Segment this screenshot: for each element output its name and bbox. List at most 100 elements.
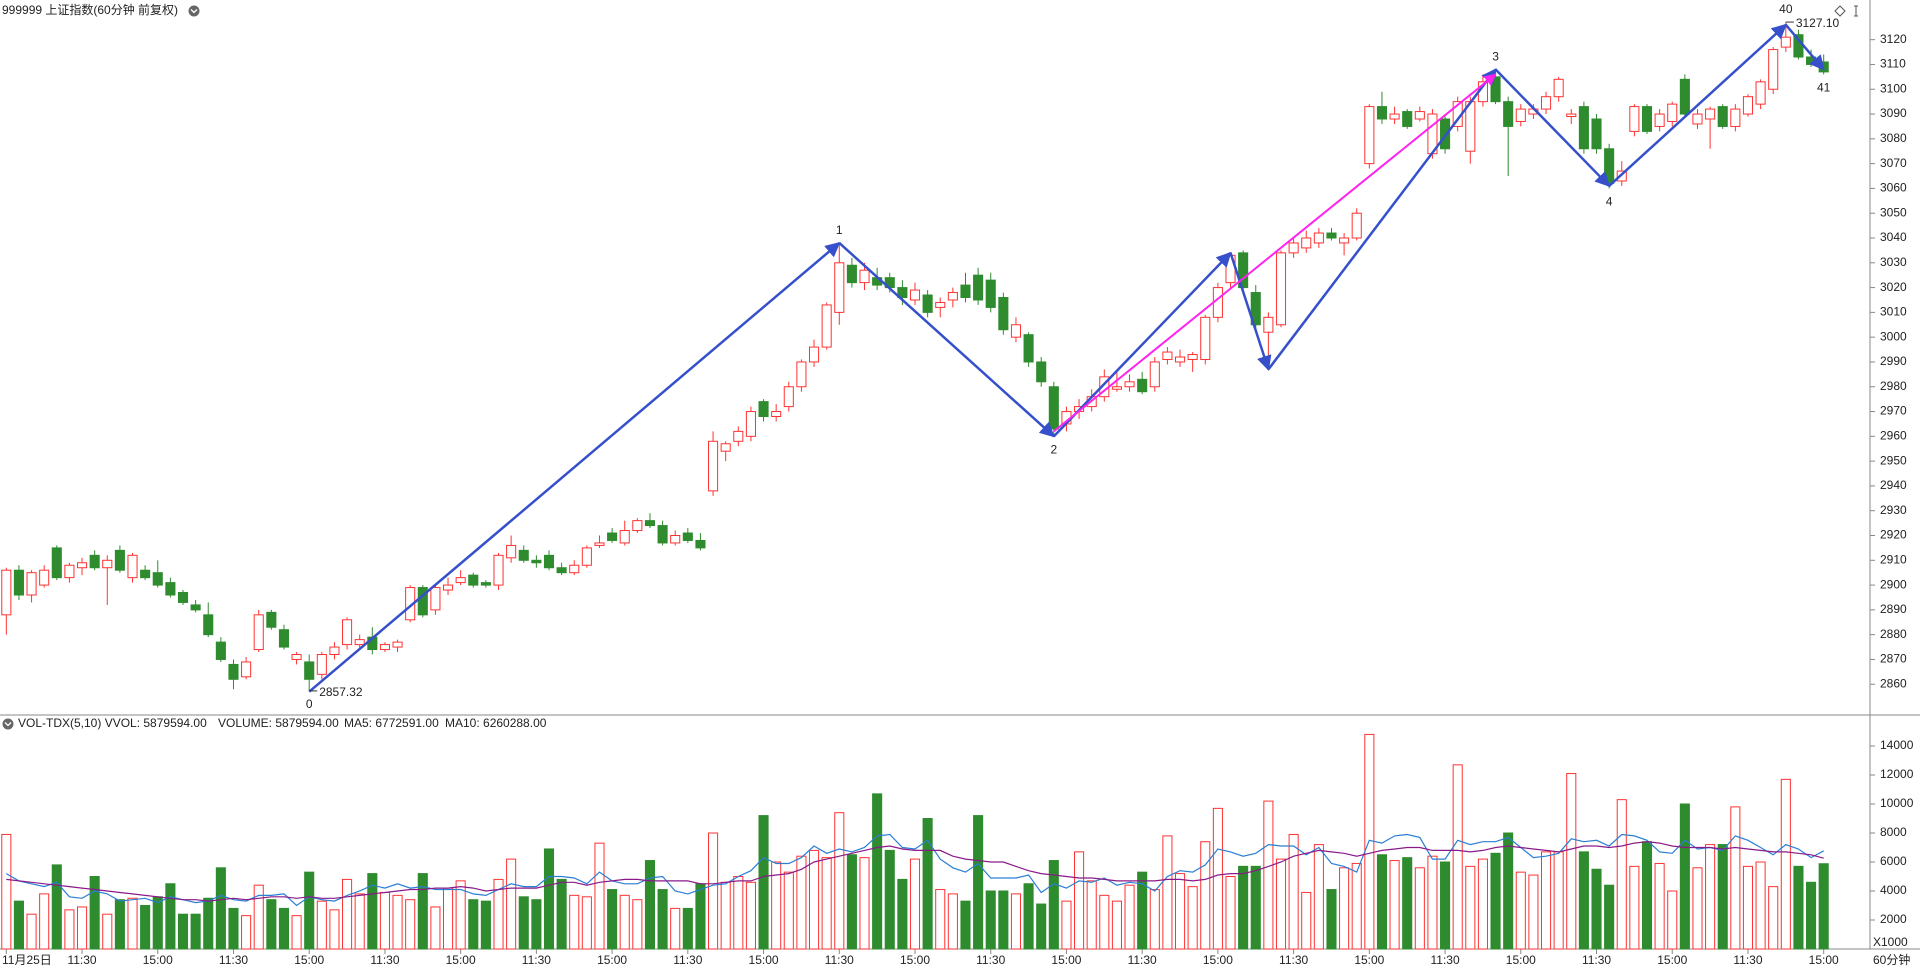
volume-bar <box>1339 867 1350 950</box>
candle-body <box>1604 148 1615 184</box>
volume-bar <box>1427 855 1438 950</box>
volume-bar <box>379 891 390 950</box>
candle-body <box>64 564 75 579</box>
volume-bar <box>291 915 302 950</box>
volume-bar <box>1074 851 1085 950</box>
candle-body <box>543 554 555 569</box>
candle-body <box>1780 36 1791 48</box>
volume-bar <box>1124 884 1135 950</box>
volume-bar <box>821 857 832 950</box>
volume-bar <box>190 913 201 950</box>
volume-y-tick-label: 14000 <box>1880 738 1914 752</box>
candle-body <box>1288 242 1299 254</box>
candle-body <box>846 264 857 284</box>
x-tick-label: 11月25日 <box>2 953 52 967</box>
volume-bar <box>1086 880 1097 950</box>
candle-body <box>253 614 264 651</box>
volume-bar <box>1730 806 1741 950</box>
volume-bar <box>1503 832 1514 950</box>
volume-bar <box>960 900 971 950</box>
candle-body <box>1591 118 1602 150</box>
candle-body <box>329 646 340 655</box>
volume-bar <box>1263 800 1274 950</box>
volume-bar <box>241 915 252 950</box>
candle-body <box>1364 106 1375 165</box>
candle-body <box>39 569 50 586</box>
volume-bar <box>1111 900 1122 950</box>
candle-body <box>114 549 125 571</box>
diamond-icon[interactable] <box>1834 5 1846 17</box>
wave-line <box>838 242 1055 438</box>
candle-body <box>304 661 315 680</box>
volume-menu-icon[interactable] <box>2 718 14 730</box>
volume-bar <box>1553 851 1564 950</box>
candle-body <box>1187 354 1198 360</box>
volume-bar <box>1806 881 1817 950</box>
volume-bar <box>1654 862 1665 950</box>
candle-body <box>1402 111 1413 127</box>
volume-bar <box>632 899 643 950</box>
candle-body <box>1162 351 1173 360</box>
candle-body <box>1174 356 1186 363</box>
candle-body <box>190 604 201 611</box>
x-tick-label: 11:30 <box>67 953 96 967</box>
volume-title: VOL-TDX(5,10) VVOL: 5879594.00 <box>18 716 207 730</box>
volume-bar <box>1818 863 1829 950</box>
period-label: 60分钟 <box>1873 952 1910 967</box>
volume-y-tick-label: 2000 <box>1880 912 1907 926</box>
volume-bar <box>1061 900 1072 950</box>
x-tick-label: 11:30 <box>370 953 399 967</box>
volume-bar <box>140 905 151 950</box>
x-tick-label: 11:30 <box>673 953 702 967</box>
candle-body <box>1137 378 1148 393</box>
wave-line <box>1053 73 1497 433</box>
volume-y-tick-label: 6000 <box>1880 854 1907 868</box>
volume-bar <box>1023 883 1034 950</box>
wave-line <box>1608 23 1787 187</box>
candle-body <box>619 530 630 544</box>
pivot-label: 2 <box>1050 443 1057 457</box>
volume-y-tick-label: 10000 <box>1880 796 1914 810</box>
candle-body <box>1515 108 1526 122</box>
volume-bar <box>531 899 542 950</box>
candle-body <box>102 559 113 569</box>
x-tick-label: 11:30 <box>1279 953 1308 967</box>
volume-bar <box>1515 871 1526 950</box>
candle-body <box>26 572 37 596</box>
title-menu-icon[interactable] <box>188 5 200 17</box>
volume-bar <box>834 812 845 950</box>
candle-body <box>342 619 353 646</box>
pivot-label: 1 <box>836 223 843 237</box>
y-tick-label: 2970 <box>1880 404 1907 418</box>
volume-bar <box>657 889 668 950</box>
candle-body <box>808 346 820 363</box>
candle-body <box>392 641 403 648</box>
volume-bar <box>998 890 1009 950</box>
candle-body <box>1465 101 1476 152</box>
candle-body <box>1768 49 1779 90</box>
volume-bar <box>102 913 113 950</box>
volume-bar <box>581 896 592 950</box>
volume-bar <box>51 864 62 950</box>
volume-bar <box>278 907 290 950</box>
volume-bar <box>720 881 731 950</box>
candle-body <box>241 661 252 678</box>
volume-legend-entry: MA5: 6772591.00 <box>344 716 439 730</box>
candle-body <box>127 554 138 579</box>
volume-bar <box>518 896 529 950</box>
candle-body <box>379 644 390 651</box>
volume-bar <box>367 873 378 950</box>
x-tick-label: 15:00 <box>294 953 324 967</box>
volume-bar <box>215 867 226 950</box>
x-tick-label: 15:00 <box>1657 953 1687 967</box>
volume-bar <box>1679 803 1690 950</box>
volume-bar <box>909 858 921 950</box>
y-tick-label: 3040 <box>1880 230 1907 244</box>
scroll-icon[interactable] <box>1854 5 1858 17</box>
y-tick-label: 3070 <box>1880 156 1907 170</box>
candle-body <box>733 430 744 442</box>
y-tick-label: 3060 <box>1880 181 1907 195</box>
volume-bar <box>1402 857 1413 950</box>
y-tick-label: 2990 <box>1880 354 1907 368</box>
